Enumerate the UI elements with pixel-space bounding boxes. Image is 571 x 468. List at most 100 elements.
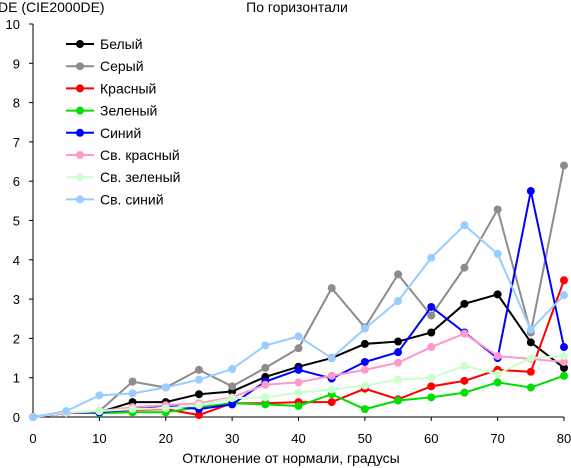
- data-point: [261, 363, 270, 372]
- data-point: [128, 389, 137, 398]
- data-point: [360, 365, 369, 374]
- y-tick-label: 7: [13, 135, 20, 150]
- data-point: [526, 354, 535, 363]
- y-tick-label: 8: [13, 96, 20, 111]
- data-point: [493, 369, 502, 378]
- legend-item: Синий: [66, 125, 141, 141]
- data-point: [460, 329, 469, 338]
- data-point: [62, 407, 71, 416]
- data-point: [394, 348, 403, 357]
- data-point: [526, 367, 535, 376]
- data-point: [261, 393, 270, 402]
- data-point: [128, 405, 137, 414]
- data-point: [327, 284, 336, 293]
- data-point: [460, 361, 469, 370]
- x-tick-label: 50: [358, 431, 372, 446]
- data-point: [194, 411, 203, 420]
- x-tick-label: 10: [92, 431, 106, 446]
- data-point: [228, 365, 237, 374]
- legend-label: Св. красный: [100, 147, 180, 163]
- legend-label: Св. синий: [100, 191, 164, 207]
- legend-marker: [76, 40, 84, 48]
- x-tick-label: 30: [225, 431, 239, 446]
- x-tick-label: 60: [424, 431, 438, 446]
- legend-item: Св. зеленый: [66, 169, 180, 185]
- series-8: [29, 221, 568, 421]
- y-tick-label: 0: [13, 410, 20, 425]
- data-point: [294, 332, 303, 341]
- data-point: [360, 357, 369, 366]
- legend-item: Серый: [66, 58, 144, 74]
- legend-label: Синий: [100, 125, 141, 141]
- legend-label: Красный: [100, 80, 156, 96]
- data-point: [228, 394, 237, 403]
- x-tick-label: 80: [557, 431, 571, 446]
- legend-item: Белый: [66, 36, 143, 52]
- data-point: [493, 352, 502, 361]
- data-point: [194, 365, 203, 374]
- axes: 0 1 2 3 4 5 6 7 8 9 10 0 10 20 30 40 50 60 70 80: [6, 17, 571, 446]
- legend-marker: [76, 62, 84, 71]
- data-point: [228, 400, 237, 409]
- data-point: [427, 373, 436, 382]
- data-point: [360, 381, 369, 390]
- legend-marker: [76, 128, 84, 137]
- y-tick-label: 4: [13, 253, 20, 268]
- data-point: [294, 344, 303, 353]
- legend-marker: [76, 106, 84, 115]
- x-tick-label: 40: [291, 431, 305, 446]
- data-point: [327, 354, 336, 363]
- data-point: [394, 358, 403, 367]
- data-point: [493, 249, 502, 258]
- data-point: [493, 205, 502, 214]
- data-point: [161, 383, 170, 392]
- data-point: [560, 291, 568, 300]
- data-point: [394, 396, 403, 405]
- y-tick-label: 5: [13, 214, 20, 229]
- y-axis-label: DE (CIE2000DE): [0, 0, 105, 15]
- data-point: [493, 290, 502, 299]
- data-point: [427, 343, 436, 352]
- data-point: [261, 380, 270, 389]
- data-point: [560, 276, 568, 285]
- data-point: [294, 388, 303, 397]
- data-point: [427, 311, 436, 320]
- y-tick-label: 9: [13, 56, 20, 71]
- data-point: [294, 401, 303, 410]
- legend-label: Белый: [100, 36, 143, 52]
- data-point: [560, 363, 568, 372]
- data-point: [261, 341, 270, 350]
- y-tick-label: 1: [13, 371, 20, 386]
- x-tick-label: 70: [490, 431, 504, 446]
- data-point: [560, 343, 568, 352]
- data-point: [360, 405, 369, 414]
- legend-marker: [76, 151, 84, 159]
- data-point: [427, 253, 436, 262]
- data-point: [360, 339, 369, 348]
- data-point: [194, 401, 203, 410]
- data-point: [394, 270, 403, 279]
- data-point: [95, 407, 104, 416]
- data-point: [526, 325, 535, 334]
- legend-item: Св. синий: [66, 191, 164, 207]
- data-point: [128, 377, 137, 386]
- x-tick-label: 20: [159, 431, 173, 446]
- legend-marker: [76, 195, 84, 204]
- data-point: [327, 371, 336, 380]
- data-point: [29, 413, 37, 421]
- series-layer: [29, 161, 568, 421]
- data-point: [194, 375, 203, 384]
- legend-label: Зеленый: [100, 103, 157, 119]
- chart-title: По горизонтали: [246, 0, 348, 15]
- data-point: [95, 391, 104, 400]
- x-tick-label: 0: [29, 431, 36, 446]
- data-point: [460, 221, 469, 230]
- data-point: [228, 382, 237, 391]
- data-point: [394, 375, 403, 384]
- legend: Белый Серый Красный Зеленый Синий Св. красный…: [66, 36, 180, 207]
- y-tick-label: 2: [13, 331, 20, 346]
- data-point: [194, 390, 203, 399]
- legend-item: Св. красный: [66, 147, 180, 163]
- data-point: [460, 299, 469, 308]
